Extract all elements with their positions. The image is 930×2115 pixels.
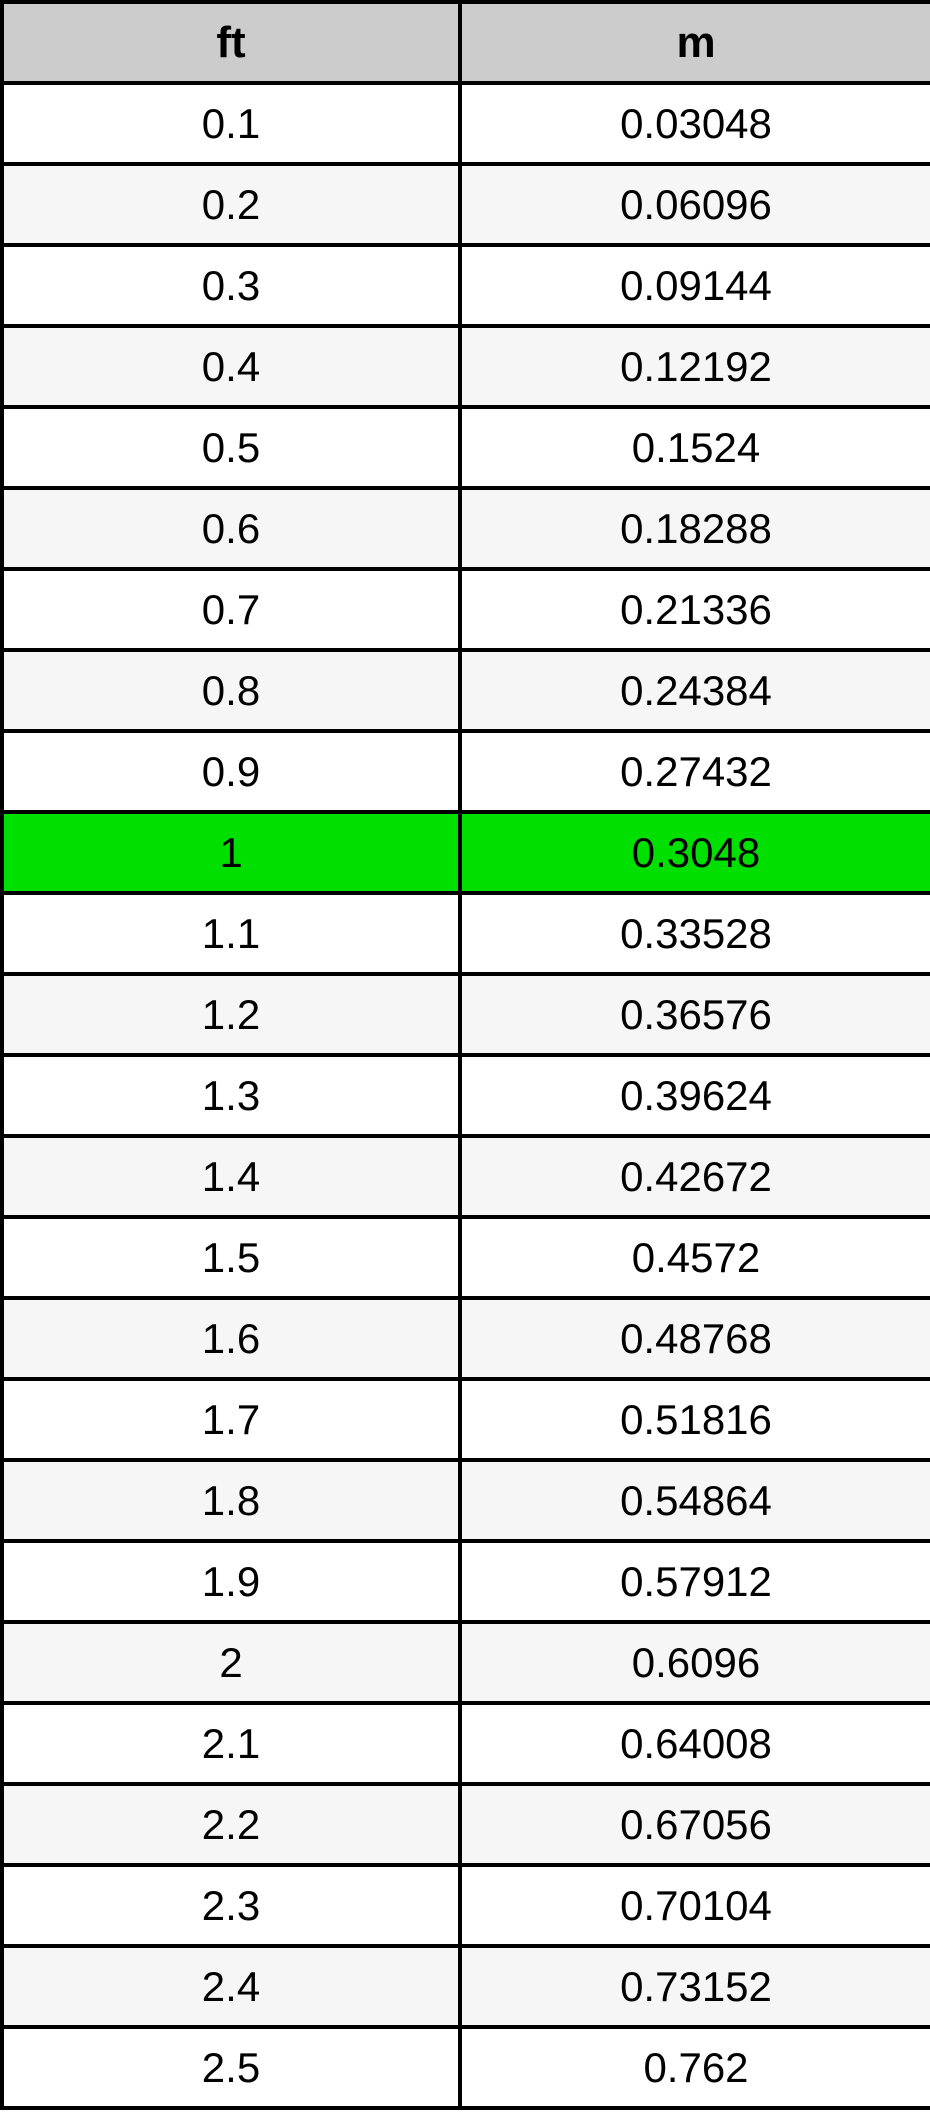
table-row: 2 0.6096 [0,1620,930,1705]
ft-value-cell: 2.5 [0,2025,462,2110]
m-value-cell: 0.54864 [458,1458,930,1543]
m-value-cell: 0.67056 [458,1782,930,1867]
ft-value-cell: 0.4 [0,324,462,409]
ft-value-cell: 0.2 [0,162,462,247]
m-value-cell: 0.18288 [458,486,930,571]
table-row: 2.4 0.73152 [0,1944,930,2029]
table-row: 1 0.3048 [0,810,930,895]
table-row: 0.6 0.18288 [0,486,930,571]
ft-value-cell: 1.7 [0,1377,462,1462]
table-row: 1.2 0.36576 [0,972,930,1057]
table-row: 1.4 0.42672 [0,1134,930,1219]
ft-value-cell: 1.6 [0,1296,462,1381]
ft-value-cell: 1.4 [0,1134,462,1219]
m-value-cell: 0.12192 [458,324,930,409]
table-row: 0.8 0.24384 [0,648,930,733]
m-value-cell: 0.1524 [458,405,930,490]
table-row: 1.3 0.39624 [0,1053,930,1138]
ft-value-cell: 0.1 [0,81,462,166]
m-value-cell: 0.3048 [458,810,930,895]
table-row: 0.3 0.09144 [0,243,930,328]
column-header-m: m [458,0,930,85]
ft-value-cell: 2 [0,1620,462,1705]
table-row: 1.8 0.54864 [0,1458,930,1543]
m-value-cell: 0.4572 [458,1215,930,1300]
m-value-cell: 0.39624 [458,1053,930,1138]
ft-value-cell: 1.5 [0,1215,462,1300]
table-row: 0.7 0.21336 [0,567,930,652]
ft-value-cell: 0.6 [0,486,462,571]
ft-value-cell: 1.8 [0,1458,462,1543]
m-value-cell: 0.09144 [458,243,930,328]
m-value-cell: 0.70104 [458,1863,930,1948]
m-value-cell: 0.27432 [458,729,930,814]
m-value-cell: 0.762 [458,2025,930,2110]
ft-value-cell: 1.2 [0,972,462,1057]
m-value-cell: 0.33528 [458,891,930,976]
m-value-cell: 0.48768 [458,1296,930,1381]
table-row: 2.1 0.64008 [0,1701,930,1786]
table-row: 2.2 0.67056 [0,1782,930,1867]
ft-value-cell: 0.8 [0,648,462,733]
m-value-cell: 0.03048 [458,81,930,166]
m-value-cell: 0.51816 [458,1377,930,1462]
column-header-ft: ft [0,0,462,85]
ft-value-cell: 1.9 [0,1539,462,1624]
m-value-cell: 0.73152 [458,1944,930,2029]
m-value-cell: 0.06096 [458,162,930,247]
ft-value-cell: 2.4 [0,1944,462,2029]
table-row: 1.6 0.48768 [0,1296,930,1381]
ft-value-cell: 1 [0,810,462,895]
ft-value-cell: 0.7 [0,567,462,652]
table-row: 0.1 0.03048 [0,81,930,166]
ft-value-cell: 0.5 [0,405,462,490]
table-row: 1.9 0.57912 [0,1539,930,1624]
m-value-cell: 0.24384 [458,648,930,733]
ft-value-cell: 2.2 [0,1782,462,1867]
table-body: 0.1 0.03048 0.2 0.06096 0.3 0.09144 0.4 0.12192… [0,81,930,2110]
m-value-cell: 0.64008 [458,1701,930,1786]
m-value-cell: 0.57912 [458,1539,930,1624]
table-row: 0.4 0.12192 [0,324,930,409]
ft-value-cell: 1.1 [0,891,462,976]
table-row: 1.7 0.51816 [0,1377,930,1462]
table-row: 1.1 0.33528 [0,891,930,976]
m-value-cell: 0.36576 [458,972,930,1057]
table-row: 2.5 0.762 [0,2025,930,2110]
m-value-cell: 0.21336 [458,567,930,652]
table-row: 0.9 0.27432 [0,729,930,814]
ft-value-cell: 0.9 [0,729,462,814]
table-row: 2.3 0.70104 [0,1863,930,1948]
table-row: 0.2 0.06096 [0,162,930,247]
table-row: 0.5 0.1524 [0,405,930,490]
ft-value-cell: 2.3 [0,1863,462,1948]
ft-value-cell: 2.1 [0,1701,462,1786]
m-value-cell: 0.6096 [458,1620,930,1705]
m-value-cell: 0.42672 [458,1134,930,1219]
table-row: 1.5 0.4572 [0,1215,930,1300]
ft-value-cell: 0.3 [0,243,462,328]
header-row: ft m [0,0,930,85]
ft-value-cell: 1.3 [0,1053,462,1138]
